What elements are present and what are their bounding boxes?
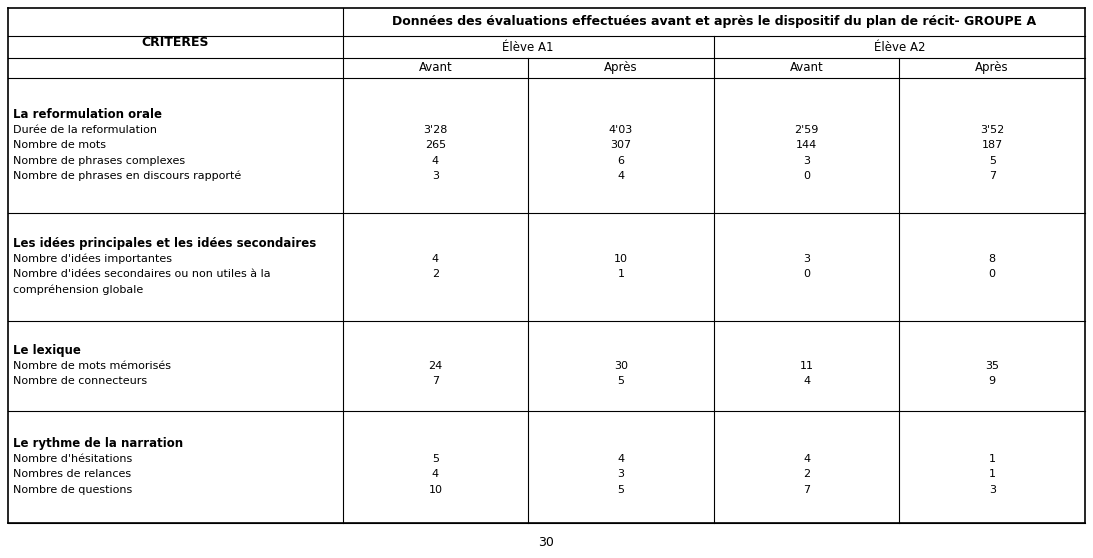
Text: Nombre de mots mémorisés: Nombre de mots mémorisés <box>13 360 171 371</box>
Text: Nombre de phrases complexes: Nombre de phrases complexes <box>13 156 185 166</box>
Text: 2'59: 2'59 <box>795 125 819 135</box>
Text: 1: 1 <box>989 469 996 479</box>
Text: 3: 3 <box>803 156 810 166</box>
Text: Après: Après <box>975 61 1009 75</box>
Text: 4'03: 4'03 <box>609 125 633 135</box>
Text: 4: 4 <box>803 454 810 464</box>
Text: 0: 0 <box>803 269 810 279</box>
Text: Nombre de connecteurs: Nombre de connecteurs <box>13 376 148 386</box>
Text: Avant: Avant <box>419 61 453 75</box>
Text: 4: 4 <box>618 454 624 464</box>
Text: 307: 307 <box>610 140 632 150</box>
Text: Nombre de phrases en discours rapporté: Nombre de phrases en discours rapporté <box>13 171 242 181</box>
Text: 30: 30 <box>614 360 628 371</box>
Text: Le lexique: Le lexique <box>13 344 81 357</box>
Text: 265: 265 <box>425 140 446 150</box>
Text: 3: 3 <box>432 171 439 181</box>
Text: Données des évaluations effectuées avant et après le dispositif du plan de récit: Données des évaluations effectuées avant… <box>391 16 1036 28</box>
Text: Après: Après <box>604 61 638 75</box>
Text: 1: 1 <box>989 454 996 464</box>
Text: Élève A1: Élève A1 <box>503 41 554 54</box>
Text: 5: 5 <box>432 454 439 464</box>
Text: 5: 5 <box>989 156 996 166</box>
Text: 10: 10 <box>614 254 628 264</box>
Text: 4: 4 <box>432 254 439 264</box>
Text: 10: 10 <box>428 485 443 495</box>
Text: 2: 2 <box>803 469 810 479</box>
Text: Nombre d'idées secondaires ou non utiles à la: Nombre d'idées secondaires ou non utiles… <box>13 269 271 279</box>
Text: Durée de la reformulation: Durée de la reformulation <box>13 125 157 135</box>
Text: 7: 7 <box>989 171 996 181</box>
Text: 144: 144 <box>796 140 818 150</box>
Text: Nombres de relances: Nombres de relances <box>13 469 131 479</box>
Text: 4: 4 <box>618 171 624 181</box>
Text: compréhension globale: compréhension globale <box>13 284 143 295</box>
Text: CRITERES: CRITERES <box>141 36 209 50</box>
Text: Le rythme de la narration: Le rythme de la narration <box>13 437 184 450</box>
Text: 6: 6 <box>618 156 624 166</box>
Text: 30: 30 <box>539 536 554 550</box>
Text: 24: 24 <box>428 360 443 371</box>
Text: 5: 5 <box>618 485 624 495</box>
Text: Nombre de questions: Nombre de questions <box>13 485 132 495</box>
Text: 3: 3 <box>803 254 810 264</box>
Text: 3: 3 <box>989 485 996 495</box>
Text: 1: 1 <box>618 269 624 279</box>
Text: 0: 0 <box>989 269 996 279</box>
Text: 9: 9 <box>989 376 996 386</box>
Text: 7: 7 <box>432 376 439 386</box>
Text: 4: 4 <box>432 156 439 166</box>
Text: Avant: Avant <box>790 61 823 75</box>
Text: 35: 35 <box>985 360 999 371</box>
Text: 5: 5 <box>618 376 624 386</box>
Text: 3'28: 3'28 <box>423 125 447 135</box>
Text: Les idées principales et les idées secondaires: Les idées principales et les idées secon… <box>13 237 316 250</box>
Text: 4: 4 <box>803 376 810 386</box>
Text: La reformulation orale: La reformulation orale <box>13 108 162 121</box>
Text: 187: 187 <box>982 140 1002 150</box>
Text: Élève A2: Élève A2 <box>873 41 925 54</box>
Text: 4: 4 <box>432 469 439 479</box>
Text: 2: 2 <box>432 269 439 279</box>
Text: Nombre d'hésitations: Nombre d'hésitations <box>13 454 132 464</box>
Text: 3: 3 <box>618 469 624 479</box>
Text: Nombre de mots: Nombre de mots <box>13 140 106 150</box>
Text: 8: 8 <box>989 254 996 264</box>
Text: Nombre d'idées importantes: Nombre d'idées importantes <box>13 254 172 264</box>
Text: 0: 0 <box>803 171 810 181</box>
Text: 3'52: 3'52 <box>980 125 1004 135</box>
Text: 11: 11 <box>800 360 813 371</box>
Text: 7: 7 <box>803 485 810 495</box>
